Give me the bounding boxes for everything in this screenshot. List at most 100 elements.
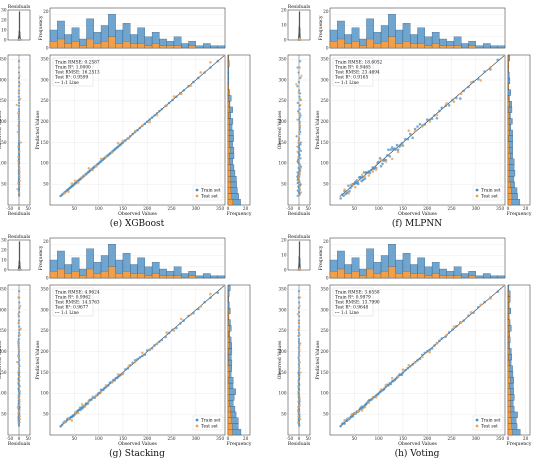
resid-y-tick: 350 xyxy=(0,287,7,292)
train-point xyxy=(357,183,360,186)
resid-train-point xyxy=(298,351,300,353)
resid-train-point xyxy=(297,110,299,112)
y-tick-label: 200 xyxy=(321,349,329,354)
top-hist-tick: 0 xyxy=(46,45,49,50)
resid-test-point xyxy=(19,390,21,392)
test-point xyxy=(95,394,98,397)
train-point xyxy=(182,89,185,92)
panel-caption: (e) XGBoost xyxy=(110,218,165,229)
x-tick-label: 300 xyxy=(192,206,200,211)
side-hist-test-bar xyxy=(508,395,511,401)
top-hist-test-bar xyxy=(72,271,79,278)
train-point xyxy=(129,135,132,138)
top-hist-test-bar xyxy=(469,46,476,48)
top-hist-test-bar xyxy=(159,276,166,278)
test-point xyxy=(81,403,84,406)
y-tick-label: 100 xyxy=(41,391,49,396)
top-hist-test-bar xyxy=(359,276,366,278)
top-hist-test-bar xyxy=(79,46,86,48)
resid-train-point xyxy=(300,141,302,143)
resid-test-point xyxy=(298,334,300,336)
x-tick-label: 300 xyxy=(472,206,480,211)
test-point xyxy=(88,167,91,170)
resid-x-tick: 50 xyxy=(25,206,31,211)
y-tick-label: 100 xyxy=(321,161,329,166)
side-hist-tick: 20 xyxy=(523,206,529,211)
test-point xyxy=(180,318,183,321)
legend-test-label: Test set xyxy=(481,425,498,430)
top-hist-test-bar xyxy=(337,269,344,278)
legend-line-label: 1:1 Line xyxy=(341,81,359,86)
resid-train-point xyxy=(18,114,20,116)
y-tick-label: 250 xyxy=(41,328,49,333)
top-hist-test-bar xyxy=(345,274,352,279)
resid-x-label: Residuals xyxy=(288,441,311,447)
top-hist-test-bar xyxy=(366,39,373,48)
test-point xyxy=(156,114,159,117)
top-hist-test-bar xyxy=(410,274,417,279)
resid-test-point xyxy=(19,334,21,336)
resid-y-label: Observed Values xyxy=(277,110,283,149)
side-hist-tick: 20 xyxy=(523,436,529,441)
side-hist-test-bar xyxy=(508,107,509,113)
train-point xyxy=(462,319,465,322)
resid-train-point xyxy=(299,129,301,131)
train-point xyxy=(381,162,384,165)
top-hist-test-bar xyxy=(65,274,72,279)
legend-test-marker xyxy=(476,195,479,198)
resid-test-point xyxy=(17,146,19,148)
resid-test-point xyxy=(297,141,299,143)
test-point xyxy=(357,179,360,182)
top-hist-train-bar xyxy=(181,44,188,49)
top-hist-test-bar xyxy=(381,271,388,278)
resid-test-point xyxy=(298,390,300,392)
train-point xyxy=(175,95,178,98)
top-hist-ylabel: Frequency xyxy=(318,245,324,270)
resid-test-point xyxy=(18,191,20,193)
resid-test-point xyxy=(18,91,20,93)
test-point xyxy=(460,321,463,324)
top-hist-train-bar xyxy=(498,46,505,48)
y-tick-label: 150 xyxy=(41,370,49,375)
resid-y-tick: 100 xyxy=(279,391,287,396)
resid-test-point xyxy=(18,376,20,378)
train-point xyxy=(406,367,409,370)
side-hist-test-bar xyxy=(508,130,509,136)
x-tick-label: 100 xyxy=(95,206,103,211)
top-hist-test-bar xyxy=(72,41,79,48)
train-point xyxy=(448,331,451,334)
side-hist-test-bar xyxy=(508,429,512,435)
resid-train-point xyxy=(297,189,299,191)
train-point xyxy=(428,349,431,352)
resid-test-point xyxy=(18,118,20,120)
panel-1: 5050100100150150200200250250300300350350… xyxy=(0,4,252,229)
train-point xyxy=(423,123,426,126)
panel-caption: (f) MLPNN xyxy=(392,218,442,229)
top-hist-train-bar xyxy=(218,276,225,278)
test-point xyxy=(165,331,168,334)
top-hist-train-bar xyxy=(181,274,188,279)
resid-x-label: Residuals xyxy=(8,441,31,447)
x-tick-label: 200 xyxy=(423,436,431,441)
side-hist-test-bar xyxy=(508,354,509,360)
legend-train-label: Train set xyxy=(481,419,501,424)
side-hist-test-bar xyxy=(228,118,229,124)
train-point xyxy=(143,123,146,126)
resid-test-point xyxy=(20,141,22,143)
test-point xyxy=(134,361,137,364)
y-tick-label: 150 xyxy=(321,370,329,375)
train-point xyxy=(339,197,342,200)
resid-train-point xyxy=(300,150,302,152)
resid-test-point xyxy=(298,131,300,133)
test-point xyxy=(347,192,350,195)
test-point xyxy=(209,61,212,64)
y-tick-label: 250 xyxy=(321,328,329,333)
side-hist-test-bar xyxy=(508,61,509,67)
side-hist-test-bar xyxy=(228,84,229,90)
test-point xyxy=(148,121,151,124)
train-point xyxy=(216,60,219,63)
test-point xyxy=(421,125,424,128)
resid-test-point xyxy=(298,381,300,383)
